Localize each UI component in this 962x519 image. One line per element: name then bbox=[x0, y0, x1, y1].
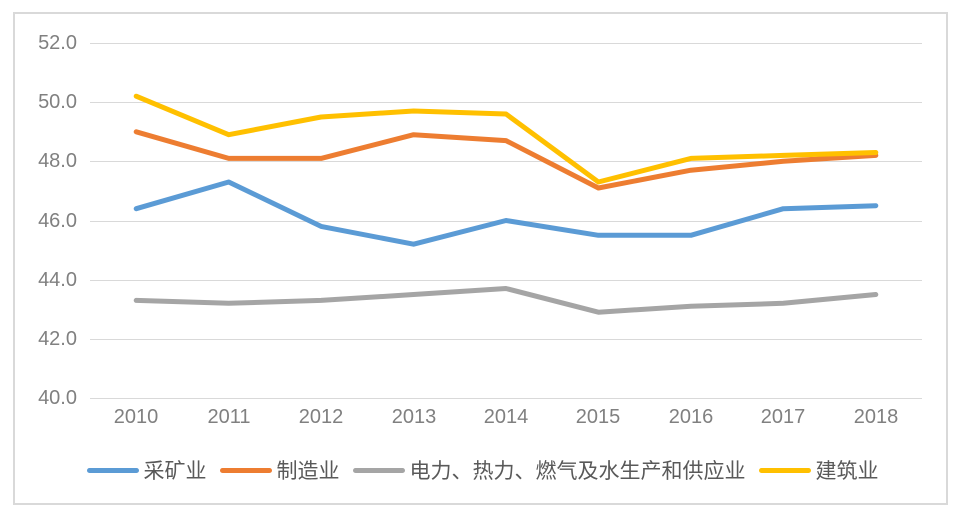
legend-line-swatch-utilities bbox=[352, 467, 405, 473]
chart-legend: 采矿业 制造业 电力、热力、燃气及水生产和供应业 建筑业 bbox=[15, 455, 950, 485]
y-axis-tick-label: 44.0 bbox=[38, 269, 77, 291]
x-axis-tick-label: 2014 bbox=[483, 406, 529, 428]
legend-label: 电力、热力、燃气及水生产和供应业 bbox=[409, 460, 746, 483]
axis-labels: 52.0 50.0 48.0 46.0 44.0 42.0 40.0 2010 2011 2012… bbox=[15, 14, 950, 507]
series-line-manufacturing bbox=[133, 129, 879, 191]
x-axis-tick-label: 2017 bbox=[760, 406, 806, 428]
gridline bbox=[90, 102, 922, 103]
x-axis-tick-label: 2015 bbox=[575, 406, 621, 428]
series-line-mining bbox=[133, 179, 879, 247]
x-axis-tick-label: 2010 bbox=[113, 406, 159, 428]
legend-label: 采矿业 bbox=[143, 460, 207, 483]
y-axis-tick-label: 48.0 bbox=[38, 150, 77, 172]
legend-label: 建筑业 bbox=[815, 460, 879, 483]
x-axis-tick-label: 2011 bbox=[207, 406, 251, 428]
y-axis-tick-label: 40.0 bbox=[38, 387, 77, 409]
chart-frame: 52.0 50.0 48.0 46.0 44.0 42.0 40.0 2010 2011 2012… bbox=[13, 12, 948, 505]
y-axis-tick-label: 50.0 bbox=[38, 91, 77, 113]
gridline bbox=[90, 161, 922, 162]
gridline bbox=[90, 398, 922, 399]
legend-item-utilities: 电力、热力、燃气及水生产和供应业 bbox=[352, 455, 746, 485]
legend-item-mining: 采矿业 bbox=[86, 455, 207, 485]
series-line-utilities bbox=[133, 286, 879, 315]
x-axis-tick-label: 2012 bbox=[298, 406, 344, 428]
gridline bbox=[90, 43, 922, 44]
gridline bbox=[90, 280, 922, 281]
legend-label: 制造业 bbox=[276, 460, 340, 483]
x-axis-tick-label: 2016 bbox=[668, 406, 714, 428]
y-axis-tick-label: 52.0 bbox=[38, 32, 77, 54]
series-line-construction bbox=[133, 93, 879, 185]
x-axis-tick-label: 2018 bbox=[853, 406, 899, 428]
y-axis-tick-label: 46.0 bbox=[38, 210, 77, 232]
legend-line-swatch-mining bbox=[86, 467, 139, 473]
legend-item-manufacturing: 制造业 bbox=[219, 455, 340, 485]
legend-line-swatch-manufacturing bbox=[219, 467, 272, 473]
legend-line-swatch-construction bbox=[758, 467, 811, 473]
x-axis-tick-label: 2013 bbox=[391, 406, 437, 428]
y-axis-tick-label: 42.0 bbox=[38, 328, 77, 350]
legend-item-construction: 建筑业 bbox=[758, 455, 879, 485]
gridline bbox=[90, 339, 922, 340]
line-series-plot bbox=[133, 93, 879, 315]
